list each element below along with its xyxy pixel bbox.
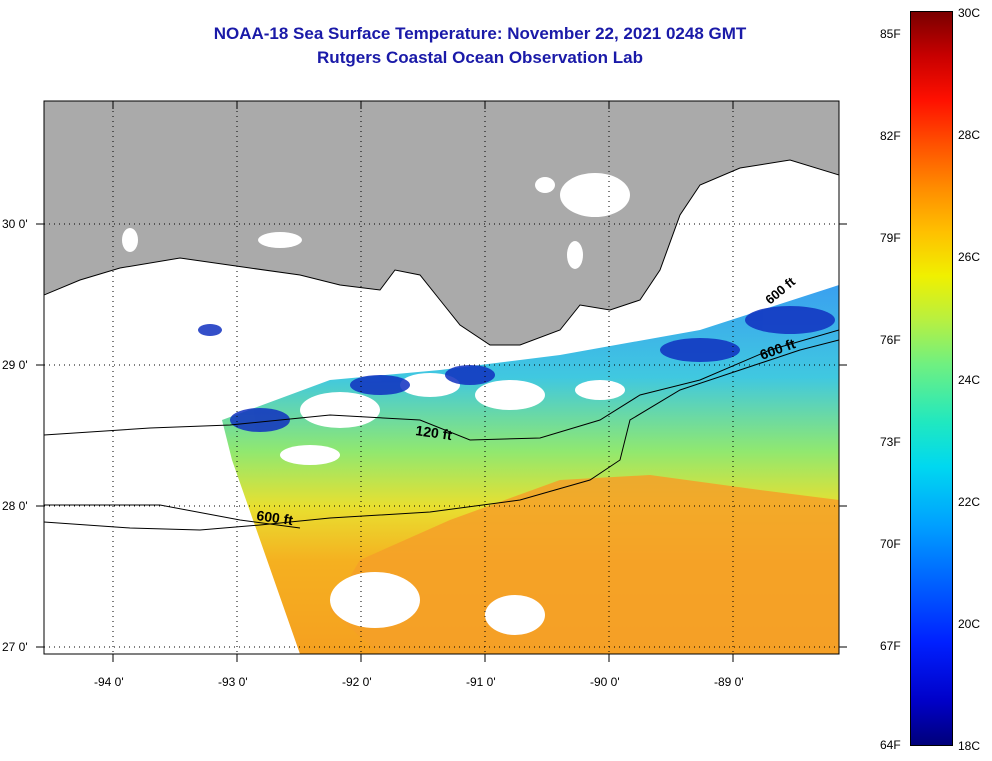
temperature-colorbar: [910, 11, 953, 746]
cb-label-76f: 76F: [880, 333, 901, 347]
warm-water-band: [330, 475, 839, 654]
cb-label-64f: 64F: [880, 738, 901, 752]
cb-label-26c: 26C: [958, 250, 981, 264]
lon-label-90: -90 0': [590, 675, 620, 689]
cb-label-18c: 18C: [958, 739, 981, 753]
frame-ticks: [36, 101, 847, 662]
cb-label-85f: 85F: [880, 27, 901, 41]
contour-120ft: [44, 329, 839, 441]
map-title: NOAA-18 Sea Surface Temperature: Novembe…: [213, 24, 747, 43]
lon-label-94: -94 0': [94, 675, 124, 689]
lat-label-29: 29 0': [2, 358, 28, 372]
cb-label-73f: 73F: [880, 435, 901, 449]
contour-600ft: [44, 339, 839, 531]
map-subtitle: Rutgers Coastal Ocean Observation Lab: [317, 48, 643, 67]
cb-label-24c: 24C: [958, 373, 981, 387]
contour-label-600ft-west: 600 ft: [256, 507, 295, 528]
cold-pixels: [198, 306, 835, 432]
land-mass: [44, 101, 839, 346]
lon-label-92: -92 0': [342, 675, 372, 689]
lat-label-28: 28 0': [2, 499, 28, 513]
shelf-contour: [44, 504, 301, 529]
contour-label-120ft: 120 ft: [415, 422, 454, 443]
cb-label-22c: 22C: [958, 495, 981, 509]
cb-label-28c: 28C: [958, 128, 981, 142]
cb-label-20c: 20C: [958, 617, 981, 631]
cb-label-30c: 30C: [958, 6, 981, 20]
cb-label-67f: 67F: [880, 639, 901, 653]
lon-label-91: -91 0': [466, 675, 496, 689]
lat-label-30: 30 0': [2, 217, 28, 231]
land-clouds: [122, 170, 835, 270]
graticule: [44, 101, 839, 654]
map-frame: [43, 100, 840, 655]
lat-label-27: 27 0': [2, 640, 28, 654]
lon-label-89: -89 0': [714, 675, 744, 689]
cb-label-70f: 70F: [880, 537, 901, 551]
cb-label-82f: 82F: [880, 129, 901, 143]
cloud-cover: [280, 373, 625, 635]
lon-label-93: -93 0': [218, 675, 248, 689]
cb-label-79f: 79F: [880, 231, 901, 245]
